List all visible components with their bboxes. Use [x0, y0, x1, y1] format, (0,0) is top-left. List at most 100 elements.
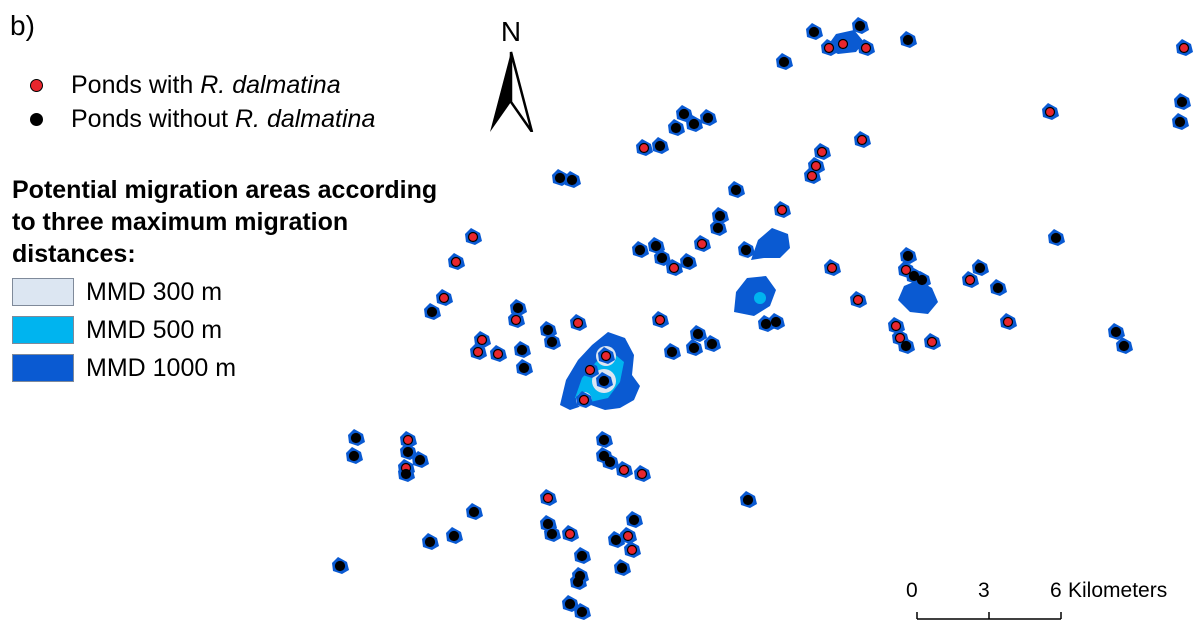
pond-with-species — [626, 544, 638, 556]
pond-with-species — [900, 264, 912, 276]
pond-without-species — [902, 34, 914, 46]
pond-without-species — [706, 338, 718, 350]
mmd-1000-swatch — [12, 354, 74, 382]
legend-title: Potential migration areas according to t… — [12, 176, 438, 268]
legend-ponds-without: Ponds without R. dalmatina — [12, 102, 442, 136]
pond-with-species — [600, 350, 612, 362]
pond-without-species — [542, 324, 554, 336]
pond-with-species — [492, 348, 504, 360]
legend: Ponds with R. dalmatina Ponds without R.… — [12, 68, 442, 384]
pond-without-species — [688, 118, 700, 130]
pond-without-species — [424, 536, 436, 548]
mmd-300-swatch — [12, 278, 74, 306]
pond-with-species — [826, 262, 838, 274]
legend-without-label: Ponds without R. dalmatina — [71, 104, 376, 133]
pond-with-species — [1044, 106, 1056, 118]
north-label: N — [500, 16, 522, 47]
pond-with-species — [636, 468, 648, 480]
pond-without-species — [714, 210, 726, 222]
pond-without-species — [334, 560, 346, 572]
pond-with-species — [578, 394, 590, 406]
pond-with-species — [810, 160, 822, 172]
legend-with-label: Ponds with R. dalmatina — [71, 70, 341, 99]
pond-without-species — [808, 26, 820, 38]
pond-without-species — [908, 270, 920, 282]
pond-without-species — [730, 184, 742, 196]
mmd-500-swatch — [12, 316, 74, 344]
pond-without-species — [1176, 96, 1188, 108]
pond-without-species — [604, 456, 616, 468]
pond-without-species — [598, 450, 610, 462]
panel-label: b) — [10, 10, 35, 41]
pond-without-species — [468, 506, 480, 518]
pond-with-species — [964, 274, 976, 286]
pond-without-species — [740, 244, 752, 256]
pond-without-species — [760, 318, 772, 330]
pond-with-species — [476, 334, 488, 346]
north-arrow: N — [486, 18, 536, 137]
pond-without-species — [448, 530, 460, 542]
pond-with-species — [510, 314, 522, 326]
mmd-500-area-1 — [754, 292, 766, 304]
pond-with-species — [1002, 316, 1014, 328]
pond-without-species — [576, 606, 588, 618]
scale-unit: Kilometers — [1068, 579, 1168, 602]
pond-without-species — [628, 514, 640, 526]
pond-without-species — [992, 282, 1004, 294]
pond-with-species — [856, 134, 868, 146]
pond-with-species — [816, 146, 828, 158]
pond-without-species — [678, 108, 690, 120]
pond-without-species — [1174, 116, 1186, 128]
pond-with-species — [542, 492, 554, 504]
pond-with-species — [890, 320, 902, 332]
pond-without-species — [554, 172, 566, 184]
pond-without-species — [572, 576, 584, 588]
mmd-1000-area-2 — [751, 228, 790, 260]
pond-without-species — [512, 302, 524, 314]
legend-mmd-500: MMD 500 m — [12, 314, 442, 346]
pond-without-species — [712, 222, 724, 234]
pond-without-species — [598, 434, 610, 446]
pond-without-species — [742, 494, 754, 506]
north-arrow-icon — [490, 51, 534, 133]
pond-without-species — [564, 598, 576, 610]
pond-with-species — [852, 294, 864, 306]
pond-without-species — [916, 274, 928, 286]
black-dot-icon — [30, 112, 43, 126]
pond-with-species — [584, 364, 596, 376]
pond-without-species — [566, 174, 578, 186]
pond-with-species — [618, 464, 630, 476]
pond-without-species — [854, 20, 866, 32]
pond-without-species — [634, 244, 646, 256]
scale-tick-0: 0 — [906, 579, 918, 602]
pond-with-species — [776, 204, 788, 216]
pond-with-species — [654, 314, 666, 326]
pond-without-species — [426, 306, 438, 318]
pond-without-species — [402, 446, 414, 458]
pond-without-species — [902, 250, 914, 262]
scale-line — [916, 612, 1062, 620]
pond-without-species — [656, 252, 668, 264]
pond-without-species — [348, 450, 360, 462]
pond-without-species — [688, 342, 700, 354]
pond-without-species — [542, 518, 554, 530]
pond-without-species — [900, 340, 912, 352]
pond-without-species — [616, 562, 628, 574]
pond-with-species — [622, 530, 634, 542]
pond-with-species — [472, 346, 484, 358]
legend-mmd-300: MMD 300 m — [12, 276, 442, 308]
pond-with-species — [894, 332, 906, 344]
pond-with-species — [1178, 42, 1190, 54]
red-dot-icon — [30, 78, 43, 92]
pond-without-species — [650, 240, 662, 252]
pond-with-species — [467, 231, 479, 243]
pond-without-species — [610, 534, 622, 546]
pond-without-species — [670, 122, 682, 134]
pond-with-species — [860, 42, 872, 54]
pond-without-species — [414, 454, 426, 466]
pond-without-species — [1110, 326, 1122, 338]
pond-without-species — [654, 140, 666, 152]
pond-with-species — [402, 434, 414, 446]
pond-with-species — [837, 38, 849, 50]
